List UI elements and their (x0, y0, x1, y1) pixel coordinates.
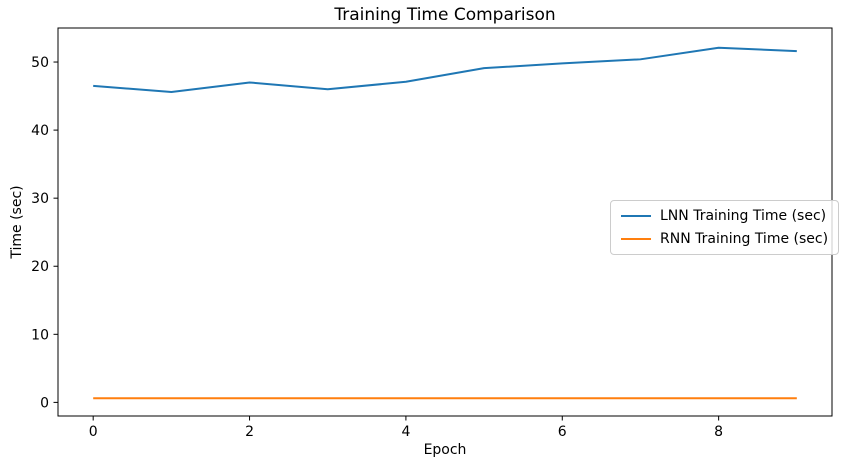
x-tick-label: 0 (89, 424, 98, 440)
y-tick-label: 40 (31, 123, 49, 139)
x-tick-label: 2 (245, 424, 254, 440)
legend: LNN Training Time (sec) RNN Training Tim… (610, 200, 840, 255)
legend-item-rnn: RNN Training Time (sec) (621, 231, 828, 247)
y-tick-label: 10 (31, 327, 49, 343)
x-tick-label: 8 (714, 424, 723, 440)
x-tick-label: 6 (558, 424, 567, 440)
y-tick-label: 0 (40, 395, 49, 411)
chart-title: Training Time Comparison (334, 5, 556, 25)
x-axis-label: Epoch (423, 442, 467, 458)
rnn-line-swatch (621, 238, 651, 240)
legend-label-lnn: LNN Training Time (sec) (660, 208, 827, 224)
y-tick-label: 20 (31, 259, 49, 275)
lnn-line-swatch (621, 215, 651, 217)
legend-item-lnn: LNN Training Time (sec) (621, 208, 828, 224)
y-axis-label: Time (sec) (9, 185, 25, 259)
x-tick-label: 4 (401, 424, 410, 440)
y-tick-label: 30 (31, 191, 49, 207)
legend-label-rnn: RNN Training Time (sec) (660, 231, 829, 247)
y-tick-label: 50 (31, 55, 49, 71)
lnn-series-line (93, 46, 797, 93)
